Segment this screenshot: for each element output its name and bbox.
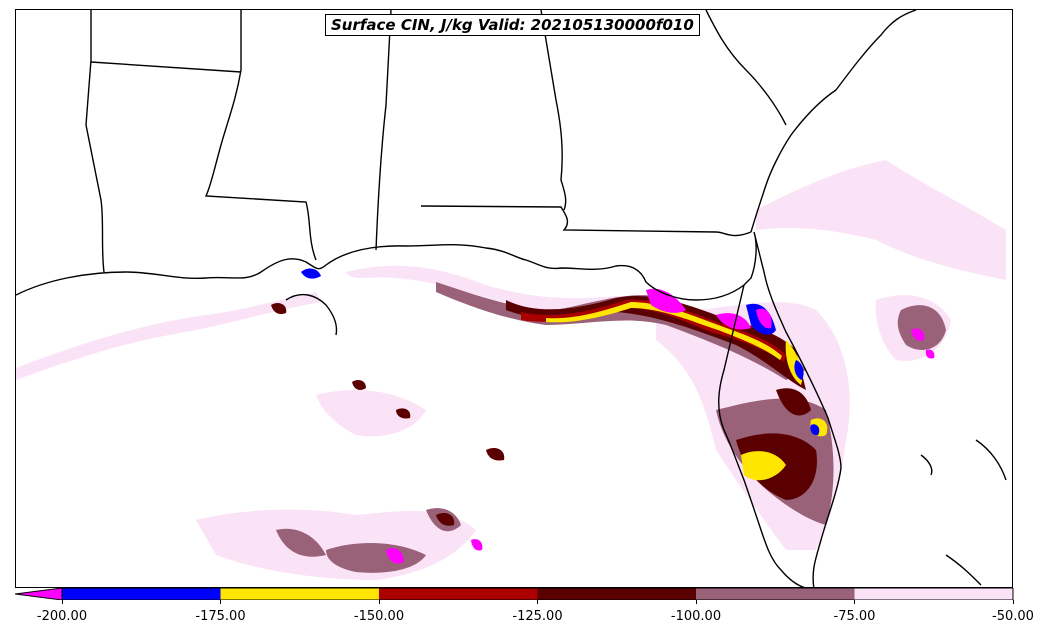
cin-band-western-gulf xyxy=(16,292,321,380)
colorbar-tick-label: -200.00 xyxy=(36,609,88,624)
map-title: Surface CIN, J/kg Valid: 202105130000f01… xyxy=(325,14,700,36)
colorbar-tick-mark xyxy=(695,600,697,604)
colorbar-bin-3 xyxy=(537,588,696,600)
border-ga-sc xyxy=(705,10,787,126)
map-panel xyxy=(15,9,1013,588)
border-tx-la xyxy=(85,10,105,273)
cin-shading-light xyxy=(16,160,1006,580)
colorbar-tick-mark xyxy=(537,600,538,604)
colorbar-tick-mark xyxy=(61,600,63,604)
colorbar-tick-mark xyxy=(1012,600,1014,604)
colorbar-tick-label: -50.00 xyxy=(992,609,1034,624)
cin-band-northern-gulf xyxy=(346,265,656,312)
border-al-fl xyxy=(420,205,752,237)
cin-shading-red-yellow xyxy=(521,299,828,481)
colorbar-tick-label: -125.00 xyxy=(512,609,563,624)
colorbar-tick-mark xyxy=(378,600,380,604)
coastline-and-borders xyxy=(16,10,1007,587)
bahamas-island-1 xyxy=(975,439,1007,481)
bahamas-island-2 xyxy=(945,554,982,586)
gulf-coastline xyxy=(16,231,842,587)
colorbar-tick-label: -100.00 xyxy=(670,609,722,624)
cin-atlantic-patches xyxy=(756,160,1006,280)
colorbar-tick-label: -175.00 xyxy=(195,609,246,624)
border-la-ms xyxy=(204,10,317,261)
cin-magenta-southern-gulf xyxy=(386,539,483,564)
colorbar-bin-2 xyxy=(379,588,538,600)
border-al-ga xyxy=(540,10,567,211)
atlantic-coastline xyxy=(750,10,917,233)
cin-field-map xyxy=(16,10,1007,587)
cin-magenta-peninsula xyxy=(646,288,772,330)
colorbar-tick-mark xyxy=(854,600,855,604)
cin-shading-strong xyxy=(301,268,935,564)
colorbar-bin-1 xyxy=(220,588,379,600)
cin-magenta-bahamas xyxy=(911,328,935,359)
bahamas-island-3 xyxy=(920,454,933,476)
colorbar xyxy=(15,588,1014,600)
cin-medium-southern-gulf xyxy=(276,508,461,573)
colorbar-outline xyxy=(61,588,1014,600)
colorbar-bin-0 xyxy=(62,588,221,600)
colorbar-tick-label: -75.00 xyxy=(833,609,876,624)
cin-yellow-peninsula xyxy=(741,340,828,481)
cin-central-gulf-patch xyxy=(316,390,426,437)
mississippi-delta xyxy=(285,293,338,336)
florida-west-coast xyxy=(718,284,805,587)
colorbar-tick-mark xyxy=(220,600,221,604)
colorbar-tick-label: -150.00 xyxy=(353,609,405,624)
colorbar-bin-5 xyxy=(854,588,1013,600)
border-ms-la-north xyxy=(90,61,242,73)
colorbar-bin-4 xyxy=(696,588,855,600)
cin-medium-bahamas xyxy=(897,305,946,350)
cin-blue-louisiana xyxy=(301,268,321,279)
colorbar-under-triangle xyxy=(15,588,63,600)
colorbar-bins xyxy=(62,588,1013,600)
border-ms-al xyxy=(375,10,392,251)
cin-blue-peninsula xyxy=(746,303,820,436)
